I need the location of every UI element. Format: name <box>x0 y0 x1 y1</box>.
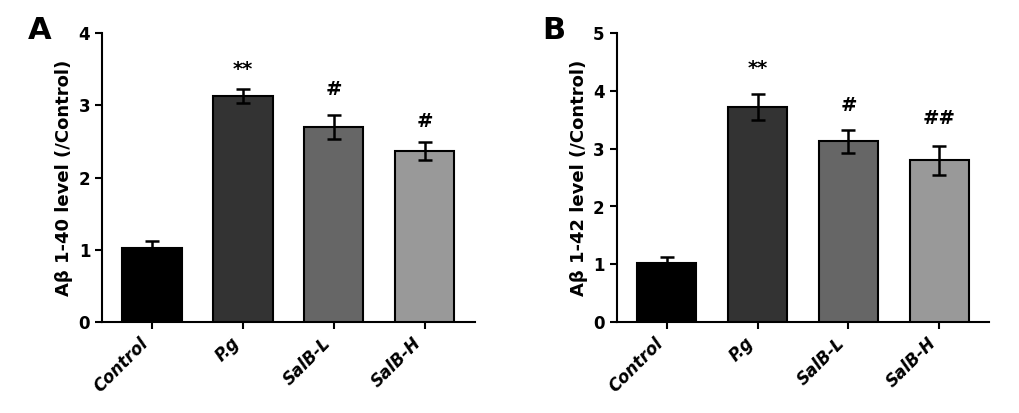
Text: #: # <box>840 95 856 114</box>
Text: **: ** <box>232 60 253 79</box>
Bar <box>213 96 272 322</box>
Text: ##: ## <box>922 109 955 128</box>
Bar <box>728 107 787 322</box>
Bar <box>395 151 453 322</box>
Text: **: ** <box>747 59 767 78</box>
Bar <box>909 160 968 322</box>
Text: A: A <box>28 16 51 45</box>
Y-axis label: Aβ 1-42 level (/Control): Aβ 1-42 level (/Control) <box>569 59 587 296</box>
Text: #: # <box>416 112 433 131</box>
Bar <box>122 249 181 322</box>
Y-axis label: Aβ 1-40 level (/Control): Aβ 1-40 level (/Control) <box>55 59 73 296</box>
Text: #: # <box>325 80 341 99</box>
Text: B: B <box>541 16 565 45</box>
Bar <box>637 263 695 322</box>
Bar <box>818 141 877 322</box>
Bar <box>304 127 363 322</box>
